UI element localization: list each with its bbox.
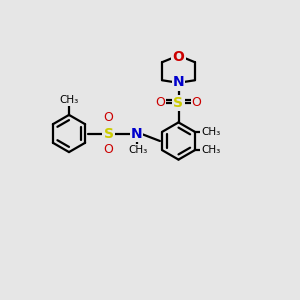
Text: CH₃: CH₃: [128, 145, 148, 155]
Text: O: O: [104, 111, 113, 124]
Text: O: O: [172, 50, 184, 64]
Text: CH₃: CH₃: [201, 127, 220, 137]
Text: S: S: [103, 127, 114, 140]
Text: N: N: [173, 76, 184, 89]
Text: CH₃: CH₃: [201, 145, 220, 155]
Text: O: O: [104, 142, 113, 156]
Text: N: N: [131, 127, 142, 140]
Text: O: O: [192, 96, 201, 110]
Text: O: O: [156, 96, 165, 110]
Text: CH₃: CH₃: [59, 95, 79, 105]
Text: S: S: [173, 96, 184, 110]
